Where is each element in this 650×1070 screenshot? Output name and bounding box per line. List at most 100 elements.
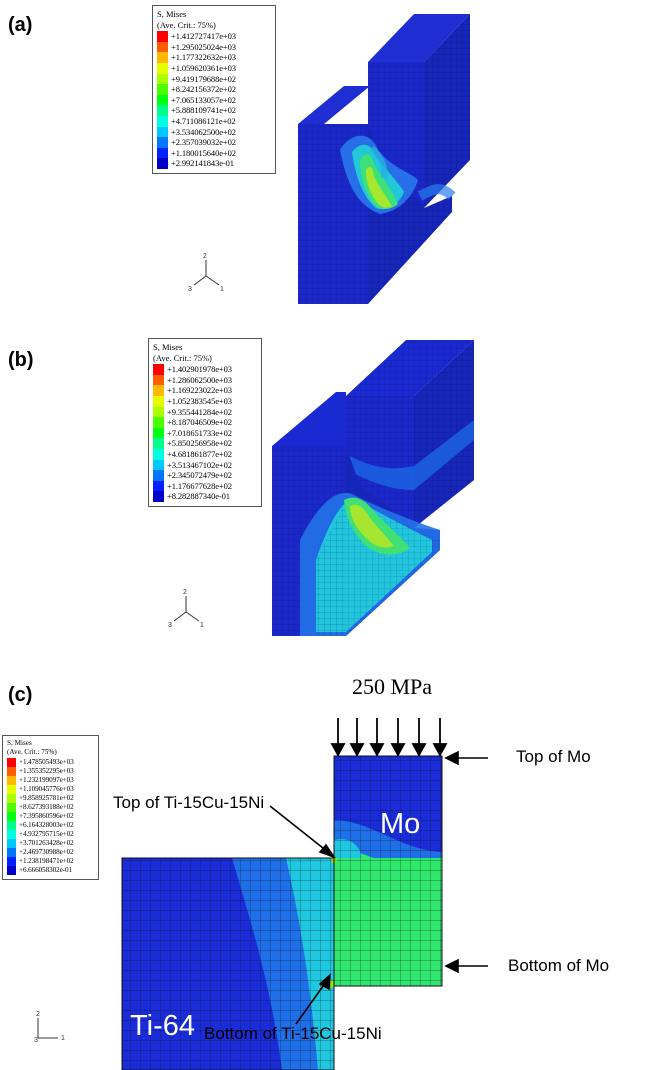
legend-subtitle: (Ave. Crit.: 75%) [157,19,216,30]
legend-entry: +2.469730988e+02 [7,848,94,857]
legend-entry: +1.180015640e+02 [157,147,271,159]
triad-label-2: 2 [183,589,187,596]
legend-entry: +5.888109741e+02 [157,105,271,116]
mo-top-face-a [368,14,470,62]
legend-entry: +1.286062500e+03 [153,374,257,386]
legend-entry: +7.395860596e+02 [7,812,94,821]
legend-value: +5.850256958e+02 [167,438,232,449]
annotation-arrows [269,750,488,1025]
legend-value: +2.345072479e+02 [167,470,232,481]
legend-title: S, Mises [7,739,32,747]
legend-value: +9.858925781e+02 [19,794,74,802]
legend-swatch [157,31,168,42]
legend-value: +8.282887340e-01 [167,491,230,502]
triad-label-3: 3 [34,1037,38,1044]
model-2d-c [121,755,443,1070]
legend-title: S, Mises [153,342,183,352]
legend-value: +1.286062500e+03 [167,374,232,385]
legend-value: +1.052383545e+03 [167,395,232,406]
legend-swatch [7,785,16,794]
legend-value: +7.018651733e+02 [167,427,232,438]
legend-swatch [157,41,168,53]
legend-swatch [153,406,164,418]
legend-entry: +9.355441284e+02 [153,406,257,418]
legend-swatch [153,448,164,460]
legend-entry: +1.478505493e+03 [7,758,94,767]
triad-label-1: 1 [200,622,204,629]
legend-entry: +5.850256958e+02 [153,438,257,449]
legend-entry: +2.345072479e+02 [153,470,257,481]
panel-label-a: (a) [8,14,33,36]
legend-swatch [7,767,16,776]
legend-value: +1.402901978e+03 [167,364,232,375]
mo-material-label: Mo [380,808,421,840]
legend-title: S, Mises [157,9,187,19]
legend-swatch [7,857,16,866]
legend-value: +6.666058302e-01 [19,866,72,874]
ti-top-face-b [272,392,346,446]
legend-value: +1.177322632e+03 [171,52,236,63]
legend-swatch [7,794,16,803]
legend-swatch [153,385,164,396]
legend-value: +1.238198471e+02 [19,857,74,865]
legend-entry: +3.701263428e+02 [7,839,94,848]
load-arrows [330,718,448,757]
legend-swatch [153,480,164,492]
model-3d-a [298,14,470,304]
legend-value: +3.513467102e+02 [167,459,232,470]
triad-label-3: 3 [188,286,192,293]
legend-value: +1.478505493e+03 [19,758,74,766]
legend-entry: +8.242156372e+02 [157,84,271,95]
legend-entry: +7.065133057e+02 [157,94,271,106]
legend-rows: +1.412727417e+03 +1.295025024e+03 +1.17732… [157,31,271,169]
legend-value: +9.355441284e+02 [167,406,232,417]
ti-top-face-a [298,86,370,124]
legend-value: +1.180015640e+02 [171,147,236,158]
legend-entry: +1.109045776e+03 [7,785,94,794]
legend-value: +4.681861877e+02 [167,448,232,459]
legend-swatch [7,830,16,839]
legend-swatch [157,84,168,95]
legend-rows: +1.402901978e+03 +1.286062500e+03 +1.16922… [153,364,257,502]
legend-swatch [157,126,168,138]
legend-value: +8.187046509e+02 [167,417,232,428]
legend-entry: +1.402901978e+03 [153,364,257,375]
legend-swatch [7,866,16,875]
legend-value: +1.176677628e+02 [167,480,232,491]
legend-swatch [153,438,164,449]
legend-entry: +7.018651733e+02 [153,427,257,439]
legend-swatch [153,364,164,375]
legend-swatch [153,374,164,386]
stress-legend-a: S, Mises (Ave. Crit.: 75%) +1.412727417e… [152,5,276,174]
legend-swatch [7,758,16,767]
legend-swatch [7,821,16,830]
legend-value: +6.164328003e+02 [19,821,74,829]
legend-entry: +9.419179688e+02 [157,73,271,85]
legend-entry: +2.992141843e-01 [157,158,271,169]
legend-entry: +1.295025024e+03 [157,41,271,53]
legend-value: +2.357039032e+02 [171,137,236,148]
legend-entry: +6.666058302e-01 [7,866,94,875]
top-of-mo-label: Top of Mo [516,747,591,766]
ti64-material-label: Ti-64 [130,1010,195,1042]
legend-value: +4.932795715e+02 [19,830,74,838]
legend-swatch [153,417,164,428]
model-3d-b [272,340,474,636]
stress-legend-c: S, Mises (Ave. Crit.: 75%) +1.478505493e… [2,735,99,880]
legend-value: +7.065133057e+02 [171,94,236,105]
triad-label-2: 2 [36,1011,40,1018]
legend-swatch [7,776,16,785]
legend-swatch [157,158,168,169]
legend-swatch [157,137,168,148]
legend-value: +7.395860596e+02 [19,812,74,820]
legend-value: +3.701263428e+02 [19,839,74,847]
triad-label-2: 2 [203,253,207,260]
legend-entry: +1.238198471e+02 [7,857,94,866]
legend-swatch [7,839,16,848]
legend-entry: +6.164328003e+02 [7,821,94,830]
legend-swatch [153,459,164,471]
legend-value: +4.711086121e+02 [171,115,236,126]
legend-entry: +1.177322632e+03 [157,52,271,63]
triad-label-1: 1 [61,1035,65,1042]
